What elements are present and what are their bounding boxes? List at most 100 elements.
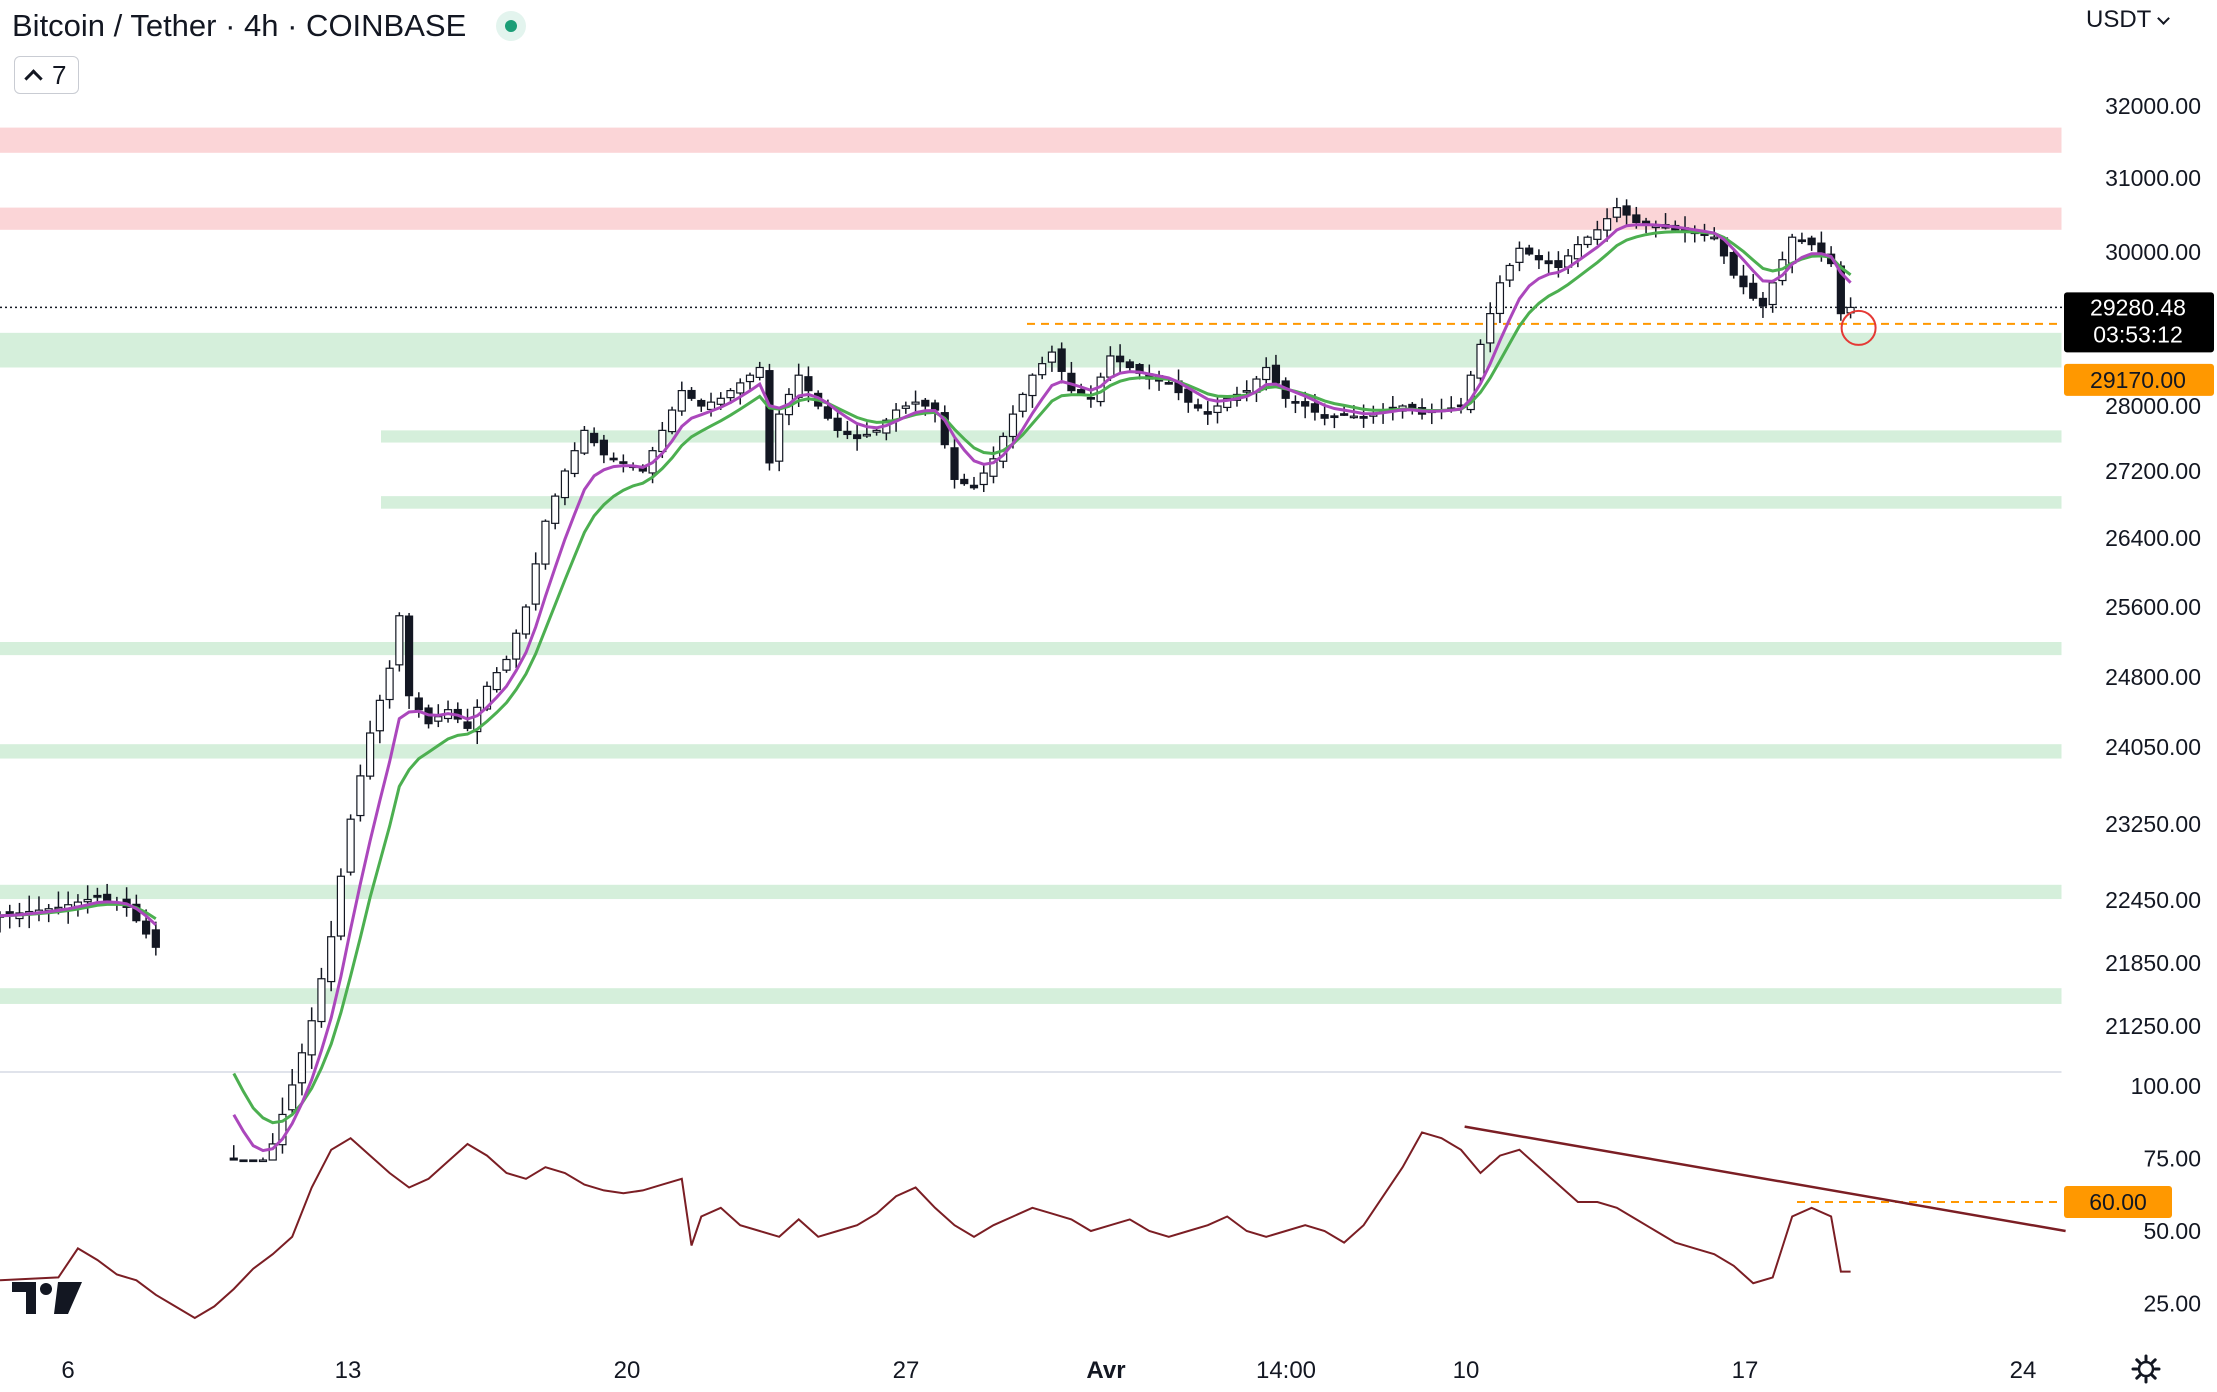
candle (765, 363, 774, 471)
candle (1330, 413, 1339, 429)
candle (901, 401, 910, 414)
candle (1749, 274, 1758, 301)
candle (1115, 344, 1125, 374)
candle-body (288, 1084, 297, 1111)
candle (1729, 250, 1738, 279)
candle-body (142, 920, 151, 935)
candle (1739, 264, 1748, 295)
candle (697, 398, 706, 412)
candle-body (375, 699, 384, 732)
candle-body (1632, 214, 1641, 223)
candle (34, 896, 44, 922)
indicator-count: 7 (52, 59, 67, 90)
candle (336, 868, 345, 941)
candle-body (54, 906, 63, 910)
candle-body (327, 936, 336, 983)
indicators-toggle-button[interactable]: 7 (14, 56, 80, 94)
candle (1544, 251, 1553, 275)
candle-body (570, 450, 579, 475)
currency-selector[interactable]: USDT (2086, 6, 2171, 34)
candle-body (1242, 390, 1251, 393)
candle (570, 442, 579, 478)
candle-body (1788, 236, 1797, 264)
candle (1427, 403, 1436, 425)
candle (1018, 392, 1027, 418)
candle-body (307, 1020, 316, 1056)
time-tick-label: Avr (1086, 1357, 1125, 1384)
candle-body (765, 370, 774, 464)
price-tick-label: 22450.00 (2105, 887, 2201, 913)
candle (853, 424, 862, 451)
candle-body (677, 390, 686, 412)
price-tick-label: 26400.00 (2105, 525, 2201, 551)
candle-body (1057, 348, 1066, 372)
candle-body (1758, 297, 1768, 307)
tradingview-logo-icon[interactable] (10, 1278, 84, 1318)
rsi-tick-label: 75.00 (2143, 1146, 2201, 1172)
candle-body (755, 366, 764, 378)
candle-body (1203, 411, 1212, 415)
candle (1612, 197, 1621, 223)
time-tick-label: 10 (1453, 1357, 1480, 1384)
market-status-icon (496, 11, 527, 41)
candle-body (1184, 388, 1193, 403)
candle-body (1622, 205, 1631, 216)
candle-body (395, 615, 404, 666)
candle-body (346, 818, 355, 873)
candle (1047, 345, 1057, 372)
rsi-axis[interactable]: 100.00 75.00 50.00 25.00 (2131, 1073, 2201, 1317)
resistance-zone-1 (0, 127, 2062, 153)
candle (1515, 241, 1524, 272)
candle (1203, 401, 1212, 425)
candle-body (1349, 415, 1358, 419)
candle-body (1262, 366, 1271, 381)
candle-body (1602, 218, 1612, 231)
time-tick-label: 13 (335, 1357, 362, 1384)
candle (521, 604, 531, 639)
candle (619, 454, 628, 473)
candle (443, 700, 453, 723)
candle (327, 920, 336, 992)
candle (590, 427, 599, 447)
candle-body (921, 399, 930, 407)
candle-body (1125, 361, 1134, 369)
candle-body (1797, 239, 1807, 243)
candle-body (1505, 264, 1514, 281)
currency-label: USDT (2086, 6, 2152, 33)
candle-body (1486, 313, 1495, 344)
chevron-up-icon (24, 68, 43, 88)
candle-body (911, 401, 920, 405)
candle (1466, 370, 1475, 414)
candle-body (1544, 260, 1553, 265)
candle (911, 390, 920, 413)
candle-body (1223, 397, 1232, 409)
candle (1281, 377, 1290, 408)
symbol-title[interactable]: Bitcoin / Tether · 4h · COINBASE (12, 8, 467, 43)
candle-body (336, 875, 345, 937)
candle (531, 552, 540, 611)
price-axis[interactable]: 32000.00 31000.00 30000.00 28000.00 27200.00… (2105, 93, 2201, 1039)
candle (404, 612, 414, 709)
candle-body (1038, 363, 1047, 376)
candle-body (1593, 229, 1602, 240)
candle-body (1749, 282, 1758, 299)
candle-body (492, 672, 501, 691)
price-tick-label: 21850.00 (2105, 950, 2201, 976)
price-tick-label: 23250.00 (2105, 811, 2201, 837)
candle (1028, 373, 1037, 408)
candle (346, 814, 355, 876)
time-axis[interactable]: 6 13 20 27 Avr 14:00 10 17 24 (61, 1357, 2036, 1384)
chevron-down-icon (2157, 11, 2171, 25)
candle-body (1710, 236, 1719, 240)
settings-gear-icon[interactable] (2131, 1354, 2161, 1384)
candle (492, 667, 501, 693)
candle-body (969, 484, 979, 489)
candle (599, 434, 608, 464)
countdown-label: 03:53:12 (2093, 321, 2183, 347)
candle-body (1525, 247, 1534, 255)
candle-body (706, 401, 716, 411)
candle-body (697, 399, 706, 407)
marked-level-label: 29170.00 (2090, 367, 2186, 393)
candle (1593, 220, 1602, 245)
